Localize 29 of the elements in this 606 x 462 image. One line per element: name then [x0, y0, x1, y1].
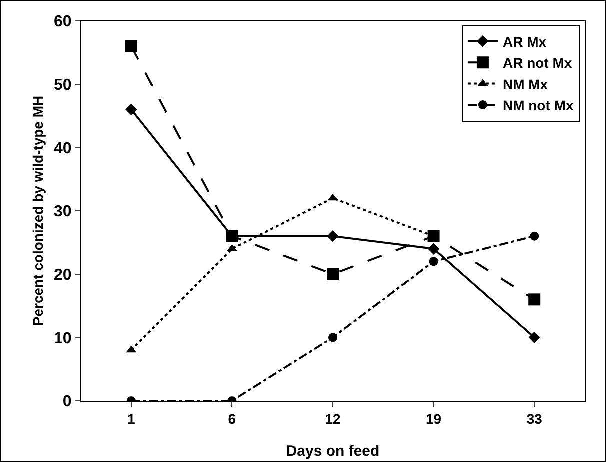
point	[328, 333, 338, 342]
point	[126, 104, 138, 116]
point	[429, 257, 438, 266]
x-tick-label: 33	[526, 410, 543, 427]
legend-label: NM not Mx	[502, 97, 574, 114]
legend-label: AR Mx	[502, 34, 547, 50]
y-tick-label: 60	[54, 14, 72, 31]
y-tick-label: 30	[54, 204, 72, 221]
x-tick-label: 19	[426, 410, 442, 427]
y-tick-label: 0	[62, 394, 72, 411]
point	[327, 268, 339, 280]
y-axis-title: Percent colonized by wild-type MH	[30, 96, 46, 326]
point	[528, 294, 541, 306]
y-tick-label: 20	[54, 266, 72, 284]
point	[530, 232, 540, 241]
y-tick-label: 10	[54, 330, 72, 348]
x-axis-title: Days on feed	[286, 443, 380, 460]
legend-label: AR not Mx	[502, 55, 572, 72]
legend-label: NM Mx	[502, 76, 548, 92]
x-tick-label: 12	[325, 410, 341, 427]
point	[327, 230, 339, 242]
point	[125, 40, 138, 52]
point	[226, 230, 238, 242]
point	[428, 243, 440, 255]
y-tick-label: 40	[54, 140, 72, 158]
point	[528, 332, 540, 344]
y-tick-label: 50	[54, 76, 72, 94]
x-tick-label: 6	[228, 410, 236, 427]
x-tick-label: 1	[128, 410, 136, 427]
